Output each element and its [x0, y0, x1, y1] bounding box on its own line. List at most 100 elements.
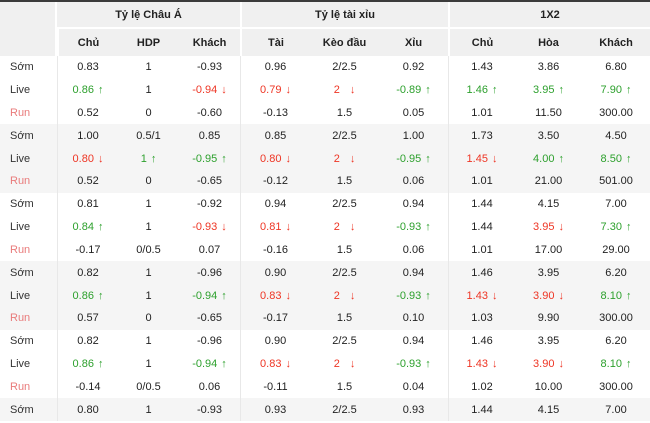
odds-cell: 1 — [118, 79, 179, 102]
odds-value: 1.02 — [471, 380, 493, 393]
odds-cell: 1 — [118, 216, 179, 239]
odds-cell: 0.80 ↓ — [240, 147, 310, 171]
odds-cell: 1.5 — [310, 170, 379, 193]
odds-value: 1 — [145, 221, 152, 234]
odds-cell: 0 — [118, 102, 179, 125]
odds-cell: 1 — [118, 284, 179, 307]
odds-value: 4.50 — [605, 129, 627, 142]
odds-value: 0.84 — [72, 221, 94, 234]
odds-cell: 0.06 — [379, 239, 448, 262]
odds-cell: 0.85 — [179, 124, 240, 147]
arrow-down-icon: ↓ — [349, 84, 356, 97]
odds-value: 1.44 — [471, 198, 493, 211]
column-header-goal-line: Kèo đầu — [310, 29, 379, 56]
odds-value: -0.94 — [192, 357, 218, 370]
odds-value: 0.5/1 — [136, 129, 161, 142]
arrow-down-icon: ↓ — [285, 221, 291, 234]
arrow-up-icon: ↑ — [558, 152, 564, 165]
odds-value: 0.83 — [260, 289, 282, 302]
odds-value: 0.05 — [402, 107, 425, 120]
odds-value: -0.93 — [196, 61, 223, 74]
odds-cell: 1 — [118, 261, 179, 284]
odds-value: 10.00 — [534, 380, 563, 393]
odds-cell: 0.92 — [379, 56, 448, 79]
arrow-up-icon: ↑ — [425, 357, 431, 370]
odds-value: 11.50 — [535, 107, 562, 120]
odds-value: -0.14 — [75, 380, 101, 393]
odds-cell: 0.93 — [240, 398, 310, 421]
odds-value: 0.93 — [264, 403, 287, 416]
odds-cell: -0.95 ↑ — [379, 147, 448, 170]
odds-value: 1 — [145, 198, 152, 211]
odds-value: 0.85 — [264, 129, 287, 142]
odds-value: 1.5 — [336, 243, 353, 256]
odds-value: 1 — [145, 335, 152, 348]
odds-cell: 1.44 — [448, 398, 515, 421]
odds-cell: 1 — [118, 330, 179, 353]
odds-value: 0.90 — [264, 335, 287, 348]
odds-cell: 501.00 — [582, 170, 650, 193]
odds-value: 0.52 — [77, 107, 99, 120]
odds-value: 3.95 — [533, 84, 555, 97]
odds-cell: 3.86 — [515, 56, 582, 79]
row-type-label: Live — [10, 221, 31, 234]
odds-cell: 0.06 — [379, 170, 448, 193]
table-row: Live 0.86 ↑ 1 -0.94 ↑ 0.83 ↓ 2 ↓ -0.93 ↑ 1.43 ↓ 3.90 ↓ 8… — [0, 284, 650, 307]
row-type-label: Run — [10, 380, 31, 393]
odds-cell: 2 ↓ — [310, 79, 379, 102]
odds-cell: 0.57 — [57, 306, 118, 330]
odds-cell: 1.5 — [310, 239, 379, 262]
odds-value: 1 — [145, 289, 152, 302]
odds-cell: 0.81 — [57, 192, 118, 216]
column-header-over: Tài — [240, 29, 310, 56]
arrow-up-icon: ↑ — [425, 84, 431, 97]
odds-cell: 2 ↓ — [310, 147, 379, 170]
odds-cell: -0.65 — [179, 307, 240, 330]
odds-cell: -0.14 — [57, 375, 118, 399]
odds-cell: 2/2.5 — [310, 398, 379, 421]
odds-value: 3.95 — [537, 266, 560, 279]
odds-value: 1.5 — [336, 312, 353, 325]
odds-value: 7.30 — [600, 221, 622, 234]
odds-cell: 1.02 — [448, 375, 515, 399]
odds-cell: 6.20 — [582, 330, 650, 353]
odds-value: 2 — [333, 84, 340, 97]
odds-cell: -0.94 ↑ — [179, 353, 240, 376]
odds-value: 0.10 — [402, 312, 425, 325]
odds-cell: 1.43 ↓ — [448, 352, 515, 376]
odds-value: 4.15 — [537, 403, 560, 416]
odds-value: 1.43 — [466, 289, 488, 302]
odds-value: 1.01 — [471, 243, 493, 256]
odds-value: 17.00 — [534, 243, 563, 256]
arrow-up-icon: ↑ — [97, 357, 104, 370]
odds-cell: 0.84 ↑ — [57, 215, 118, 239]
odds-cell: 2 ↓ — [310, 216, 379, 239]
odds-value: -0.93 — [192, 221, 218, 234]
odds-value: 1.5 — [336, 380, 353, 393]
odds-value: 0.06 — [402, 243, 425, 256]
odds-value: 0.94 — [402, 266, 425, 279]
odds-cell: 21.00 — [515, 170, 582, 193]
odds-cell: 8.10 ↑ — [582, 353, 650, 376]
arrow-up-icon: ↑ — [425, 152, 431, 165]
odds-cell: 0.94 — [379, 261, 448, 284]
odds-value: 0.52 — [77, 175, 99, 188]
odds-cell: 300.00 — [582, 375, 650, 398]
odds-value: 0.93 — [402, 403, 425, 416]
odds-cell: 0.94 — [379, 330, 448, 353]
odds-value: 0.80 — [72, 152, 94, 165]
table-row: Run 0.52 0 -0.60 -0.13 1.5 0.05 1.01 11.50 300.00 — [0, 101, 650, 125]
odds-value: -0.89 — [396, 84, 422, 97]
table-row: Run 0.57 0 -0.65 -0.17 1.5 0.10 1.03 9.90 300.00 — [0, 306, 650, 330]
odds-cell: 1.01 — [448, 170, 515, 193]
row-type-label: Live — [10, 289, 31, 302]
odds-cell: 4.00 ↑ — [515, 147, 582, 170]
arrow-down-icon: ↓ — [285, 152, 291, 165]
odds-value: -0.12 — [262, 175, 289, 188]
odds-cell: 0.80 — [57, 398, 118, 421]
odds-cell: 17.00 — [515, 239, 582, 262]
odds-cell: 0 — [118, 307, 179, 330]
odds-value: 0.82 — [77, 335, 99, 348]
arrow-up-icon: ↑ — [425, 221, 431, 234]
